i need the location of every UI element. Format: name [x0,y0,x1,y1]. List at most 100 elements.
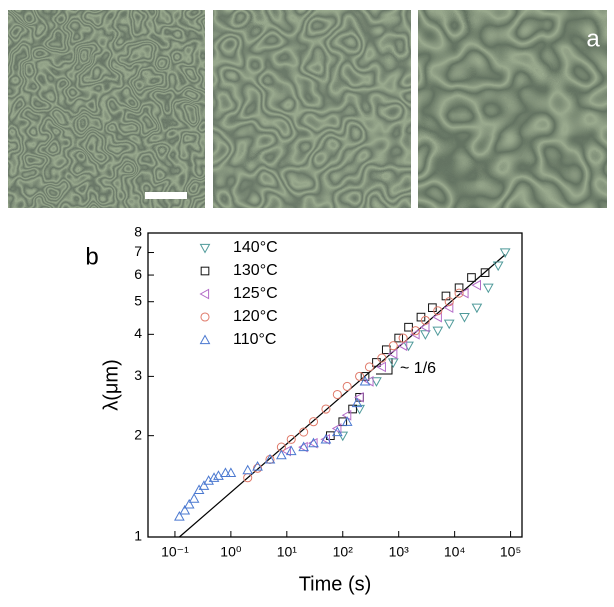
data-point [459,313,470,323]
data-point [397,340,408,352]
data-point [410,326,421,336]
data-point [281,445,291,457]
data-point [285,445,297,456]
data-point [364,362,374,372]
data-point [198,480,210,490]
data-point [286,434,296,444]
micrographs: a [8,10,607,208]
annotation: ~ 1/6 [400,360,436,377]
data-point [387,358,399,368]
legend-marker [200,312,210,322]
data-point [308,437,319,448]
legend-label: 120°C [233,308,278,325]
data-point [360,372,370,381]
data-point [499,248,511,259]
data-point [276,449,287,460]
data-point [354,391,364,403]
data-point [372,358,381,367]
data-point [371,377,382,387]
data-point [188,493,200,503]
data-point [471,303,483,314]
data-point [480,268,490,277]
slope-marker [376,358,393,375]
data-point [398,333,408,343]
data-point [482,283,494,294]
data-point [225,467,237,478]
x-tick-label: 10³ [389,544,410,560]
data-point [443,319,455,330]
data-point [420,315,430,325]
x-tick-label: 10⁰ [220,544,242,560]
data-point [351,397,363,408]
plot-frame [147,232,523,538]
legend-label: 125°C [233,285,278,302]
data-point [419,321,430,333]
data-point [471,279,482,291]
data-point [299,427,309,437]
data-point [320,434,331,445]
micrograph [213,10,411,208]
fit-line [178,254,506,538]
scale-bar [145,192,187,199]
data-point [432,326,444,337]
x-tick-label: 10⁻¹ [161,544,189,560]
data-point [298,441,310,452]
x-tick-label: 10⁴ [444,544,466,560]
data-point [348,404,357,414]
y-tick-label: 4 [134,325,142,341]
data-point [354,404,365,415]
data-point [377,353,387,363]
data-point [458,287,469,299]
y-tick-label: 8 [134,224,142,240]
panel-label: a [586,25,600,52]
data-point [454,288,464,298]
legend-label: 130°C [233,262,278,279]
y-tick-label: 7 [134,243,142,259]
data-point [342,381,352,392]
legend-marker [200,266,210,276]
micrograph [418,10,607,208]
data-point [308,417,319,427]
y-tick-label: 2 [134,426,142,442]
y-tick-label: 6 [134,266,142,282]
x-tick-label: 10¹ [277,544,298,560]
data-point [321,404,331,414]
data-point [331,423,342,434]
data-point [252,460,263,471]
data-point [320,433,332,444]
data-point [433,306,443,316]
data-point [428,303,437,313]
data-point [341,416,353,426]
data-point [331,426,343,437]
y-axis-title: λ(μm) [100,359,122,411]
y-tick-label: 1 [134,528,142,544]
x-tick-label: 10⁵ [500,544,521,560]
data-point [253,463,263,473]
data-point [492,261,504,272]
y-tick-label: 5 [134,292,142,308]
data-point [298,441,308,453]
data-point [213,470,224,480]
data-point [355,371,365,381]
legend-marker [199,288,210,300]
data-point [332,389,342,400]
data-point [208,472,220,482]
x-axis-title: Time (s) [299,573,372,595]
data-point [183,498,195,509]
legend-marker [199,334,211,345]
data-point [381,345,391,355]
data-point [394,333,404,343]
data-point [420,330,431,340]
data-point [387,348,398,360]
data-point [444,297,454,307]
data-point [242,464,254,475]
y-tick-label: 3 [134,367,142,383]
data-point [174,511,185,521]
data-point [220,467,231,478]
data-point [410,328,420,340]
data-point [404,322,413,332]
data-point [359,375,371,386]
data-point [179,504,191,515]
legend-label: 110°C [233,331,276,348]
